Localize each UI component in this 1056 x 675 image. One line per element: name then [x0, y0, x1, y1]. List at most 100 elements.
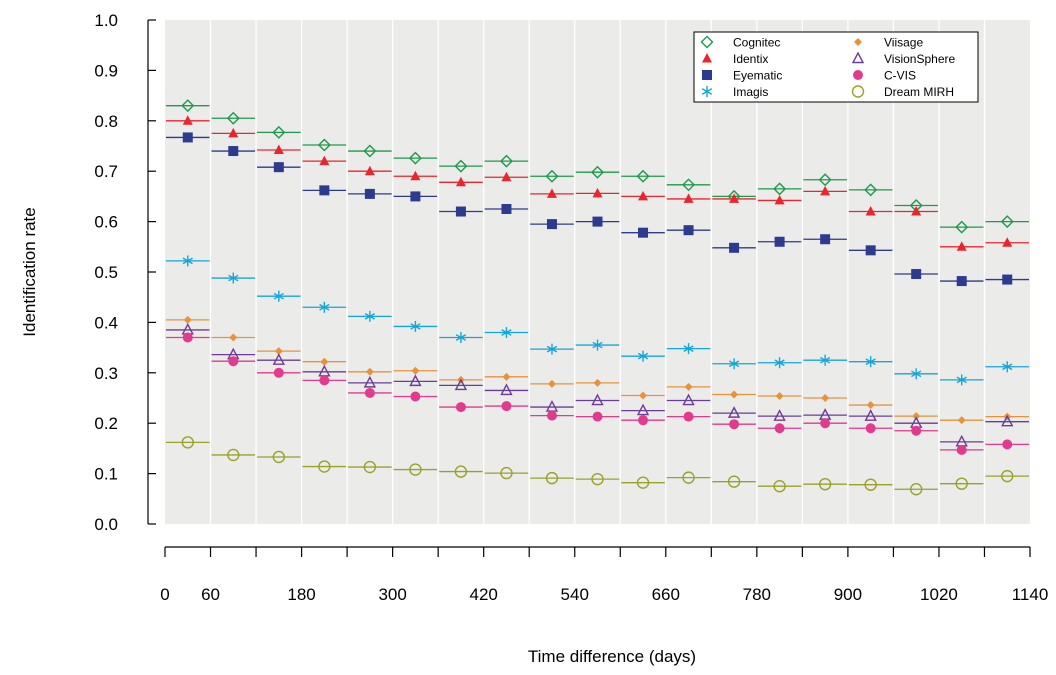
legend-label: Imagis — [733, 85, 768, 99]
data-point — [911, 206, 922, 216]
data-point — [683, 225, 694, 236]
x-tick-label: 420 — [469, 585, 497, 604]
data-point — [545, 169, 559, 183]
data-point — [1002, 439, 1013, 450]
data-point — [773, 409, 786, 421]
series-visionsphere — [166, 322, 1029, 447]
data-point — [363, 375, 377, 388]
data-point — [363, 144, 377, 158]
data-point — [864, 478, 877, 491]
legend-marker — [853, 70, 863, 80]
data-point — [363, 460, 377, 474]
data-point — [637, 350, 649, 362]
data-point — [500, 466, 513, 480]
data-point — [319, 185, 330, 196]
data-point — [639, 391, 648, 400]
y-tick-label: 0.8 — [94, 112, 118, 131]
data-point — [364, 387, 375, 398]
legend-label: Viisage — [884, 36, 923, 50]
data-point — [455, 402, 466, 413]
data-point — [410, 170, 421, 181]
data-point — [182, 332, 193, 343]
data-point — [501, 171, 512, 182]
data-point — [319, 155, 330, 166]
data-point — [638, 415, 649, 426]
data-point — [454, 465, 468, 478]
data-point — [729, 242, 740, 253]
data-point — [636, 403, 650, 416]
legend-label: Identix — [733, 52, 768, 66]
asterisk-stroke — [273, 292, 284, 300]
data-point — [866, 401, 875, 410]
legend-item: Eyematic — [702, 69, 782, 83]
asterisk-stroke — [501, 329, 512, 336]
legend-label: Dream MIRH — [884, 85, 954, 99]
y-tick-label: 0.5 — [94, 263, 118, 282]
x-tick-label: 660 — [652, 585, 680, 604]
legend-box — [693, 31, 979, 103]
asterisk-stroke — [701, 88, 713, 95]
asterisk-stroke — [956, 376, 967, 384]
series-identix — [166, 115, 1029, 251]
data-point — [682, 471, 695, 484]
legend-item: Dream MIRH — [851, 85, 954, 99]
data-point — [410, 391, 421, 402]
data-point — [820, 418, 831, 429]
y-axis-title: Identification rate — [20, 207, 39, 336]
data-point — [683, 411, 694, 422]
data-point — [682, 393, 695, 406]
data-point — [865, 356, 876, 368]
data-point — [865, 206, 876, 216]
x-tick-label: 300 — [378, 585, 406, 604]
data-point — [638, 227, 649, 238]
data-point — [591, 165, 604, 179]
data-point — [273, 162, 284, 173]
data-point — [820, 354, 831, 366]
legend-item: C-VIS — [853, 69, 916, 83]
x-axis: 0 60 180 300 420 540 660 780 900 1020 1140 — [160, 546, 1049, 604]
data-point — [592, 216, 603, 227]
data-point — [500, 383, 513, 396]
data-point — [546, 188, 557, 198]
data-point — [636, 169, 650, 183]
x-tick-label: 1140 — [1012, 585, 1049, 604]
data-point — [957, 416, 966, 425]
data-point — [729, 193, 740, 203]
asterisk-stroke — [455, 334, 467, 341]
asterisk-stroke — [865, 358, 876, 366]
legend-item: Viisage — [854, 36, 923, 50]
data-point — [818, 173, 832, 187]
y-axis: 0.0 0.1 0.2 0.3 0.4 0.5 0.6 0.7 0.8 0.9 1.0 — [94, 11, 156, 534]
data-point — [727, 406, 741, 418]
data-point — [956, 374, 967, 386]
legend-marker — [702, 53, 712, 63]
data-point — [591, 472, 604, 486]
data-point — [727, 475, 741, 488]
asterisk-stroke — [546, 345, 558, 353]
data-point — [1002, 274, 1013, 285]
x-tick-label: 180 — [287, 585, 315, 604]
data-point — [1002, 361, 1013, 373]
asterisk-stroke — [592, 341, 603, 349]
data-point — [911, 269, 922, 280]
data-point — [592, 187, 603, 198]
x-tick-label: 900 — [834, 585, 862, 604]
data-point — [956, 444, 967, 455]
data-point — [955, 220, 969, 234]
data-point — [181, 436, 194, 449]
legend-marker — [702, 70, 712, 80]
asterisk-stroke — [182, 257, 193, 265]
data-point — [909, 483, 923, 496]
data-point — [273, 144, 284, 155]
data-point — [274, 347, 283, 356]
x-tick-label: 0 — [160, 585, 169, 604]
data-point — [638, 190, 649, 201]
data-point — [774, 357, 785, 369]
data-point — [410, 191, 421, 202]
data-point — [592, 411, 603, 422]
data-point — [683, 343, 694, 355]
y-tick-label: 0.4 — [94, 313, 118, 332]
data-point — [774, 236, 785, 247]
data-point — [454, 159, 468, 173]
data-point — [592, 339, 603, 351]
